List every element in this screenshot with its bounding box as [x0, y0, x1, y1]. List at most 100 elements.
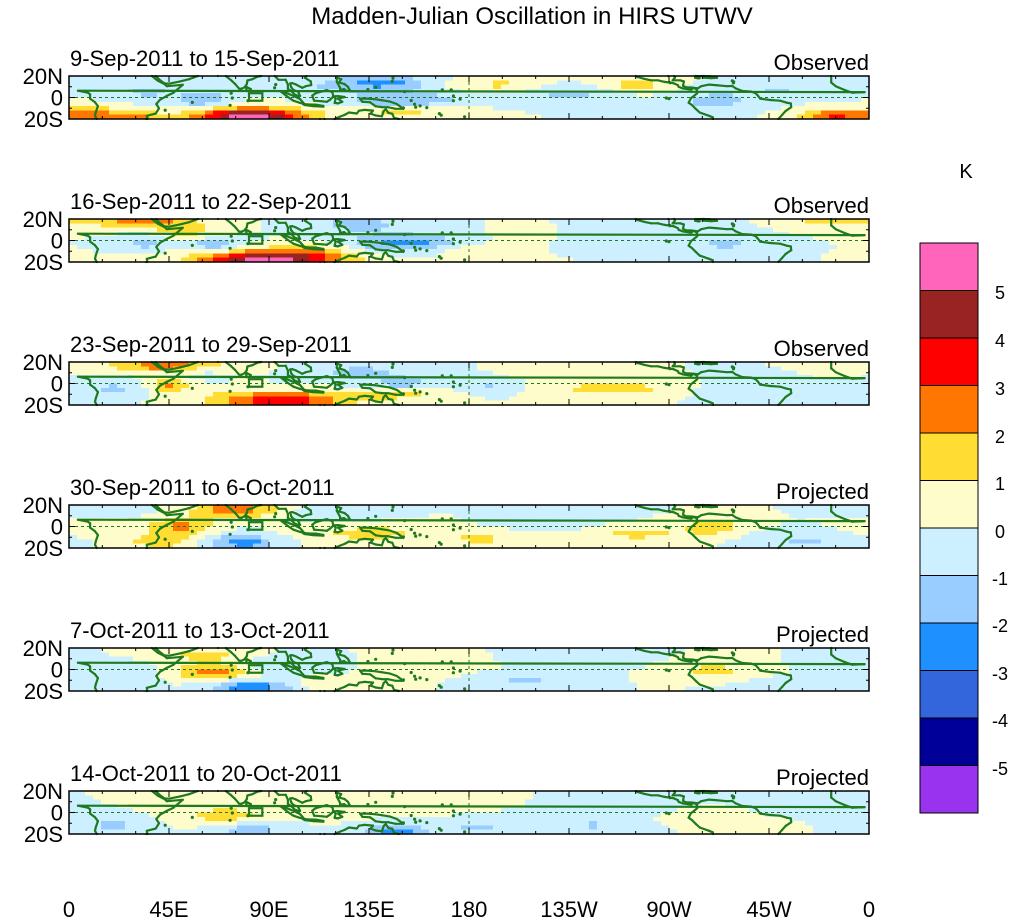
field-cell [661, 253, 670, 259]
field-cell [133, 240, 142, 246]
field-cell [349, 106, 358, 111]
coast-segment [76, 518, 90, 523]
field-cell [853, 392, 862, 397]
field-cell [229, 362, 238, 367]
field-cell [749, 76, 758, 81]
field-cell [165, 387, 174, 393]
field-cell [429, 240, 438, 246]
field-cell [701, 236, 710, 242]
field-cell [245, 535, 254, 540]
field-cell [221, 257, 230, 263]
field-cell [605, 80, 614, 86]
island-dot [418, 247, 422, 251]
field-cell [845, 362, 854, 367]
field-cell [661, 227, 670, 233]
field-cell [813, 543, 822, 549]
field-cell [445, 257, 454, 263]
field-cell [709, 106, 718, 111]
field-cell [845, 101, 854, 107]
field-cell [597, 106, 606, 111]
field-cell [637, 257, 646, 263]
field-cell [645, 253, 654, 259]
field-cell [461, 223, 470, 229]
field-cell [821, 223, 830, 229]
field-cell [285, 539, 294, 545]
field-cell [805, 396, 814, 402]
field-cell [253, 84, 262, 90]
field-cell [589, 539, 598, 545]
island-dot [451, 94, 455, 98]
field-cell [669, 257, 678, 263]
field-cell [725, 530, 734, 536]
field-cell [517, 84, 526, 90]
field-cell [397, 383, 406, 389]
field-cell [85, 244, 94, 250]
field-cell [461, 106, 470, 111]
island-dot [413, 388, 417, 392]
field-cell [349, 84, 358, 90]
field-cell [285, 379, 294, 385]
coast-segment [363, 394, 375, 398]
field-cell [533, 101, 542, 107]
field-cell [573, 244, 582, 250]
field-cell [613, 370, 622, 376]
field-cell [77, 223, 86, 229]
field-cell [853, 387, 862, 393]
field-cell [853, 539, 862, 545]
field-cell [213, 383, 222, 389]
field-cell [405, 110, 414, 116]
field-cell [357, 366, 366, 372]
field-cell [429, 244, 438, 250]
coast-segment [76, 375, 866, 380]
field-cell [429, 110, 438, 116]
island-dot [413, 245, 417, 249]
field-cell [189, 101, 198, 107]
field-cell [453, 97, 462, 103]
field-cell [613, 535, 622, 540]
field-cell [805, 84, 814, 90]
field-cell [213, 236, 222, 242]
coast-segment [374, 105, 384, 109]
field-cell [69, 110, 78, 116]
field-cell [349, 240, 358, 246]
field-cell [693, 110, 702, 116]
field-cell [677, 543, 686, 549]
field-cell [213, 106, 222, 111]
field-cell [349, 257, 358, 263]
field-cell [629, 97, 638, 103]
field-cell [677, 101, 686, 107]
field-cell [229, 400, 238, 406]
field-cell [509, 84, 518, 90]
field-cell [133, 362, 142, 367]
field-cell [525, 379, 534, 385]
field-cell [717, 101, 726, 107]
field-cell [525, 249, 534, 254]
field-cell [429, 522, 438, 528]
field-cell [413, 236, 422, 242]
field-cell [173, 539, 182, 545]
field-cell [405, 244, 414, 250]
coast-segment [374, 391, 384, 395]
field-cell [757, 509, 766, 515]
field-cell [709, 101, 718, 107]
field-cell [205, 244, 214, 250]
field-cell [349, 392, 358, 397]
field-cell [373, 236, 382, 242]
field-cell [117, 223, 126, 229]
field-cell [493, 84, 502, 90]
field-cell [237, 240, 246, 246]
island-dot [190, 243, 194, 247]
field-cell [861, 370, 870, 376]
field-cell [357, 513, 366, 519]
field-cell [749, 530, 758, 536]
field-cell [493, 535, 502, 540]
field-cell [533, 93, 542, 99]
field-cell [677, 236, 686, 242]
coast-segment [778, 242, 788, 247]
field-cell [309, 253, 318, 259]
field-cell [357, 530, 366, 536]
field-cell [485, 249, 494, 254]
field-cell [797, 223, 806, 229]
coast-segment [366, 526, 377, 530]
